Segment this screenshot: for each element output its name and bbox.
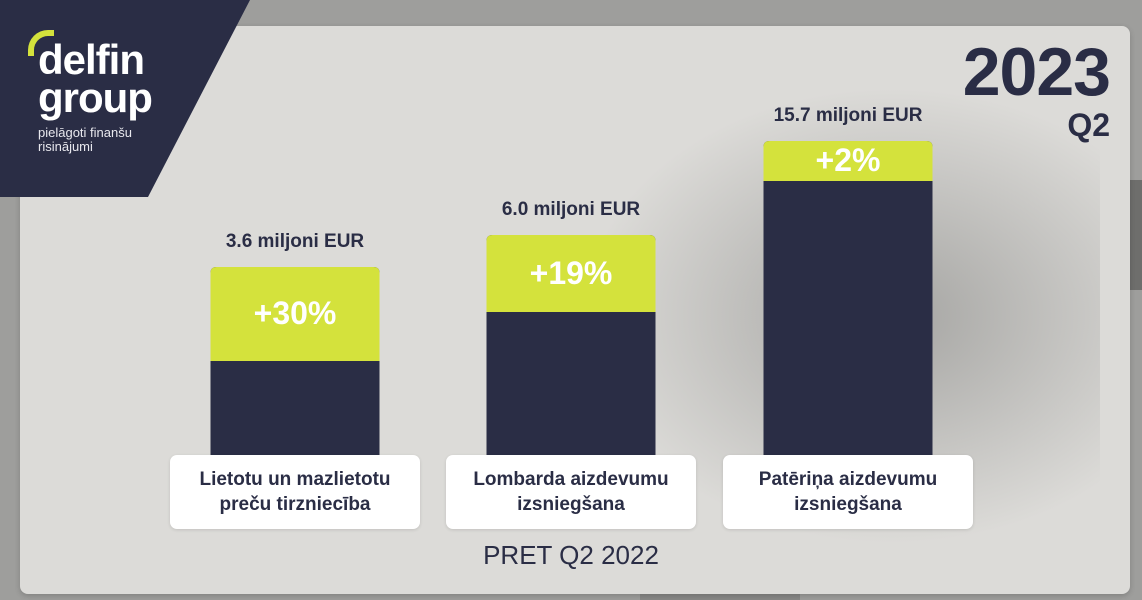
growth-segment <box>486 235 656 312</box>
growth-percent-label: +30% <box>253 295 337 331</box>
logo-word-group: group <box>38 74 153 121</box>
bar-group <box>210 267 380 470</box>
background-strip-right <box>1128 180 1142 290</box>
category-label: Lombarda aizdevumu izsniegšana <box>446 455 696 529</box>
bar-value-label: 15.7 miljoni EUR <box>773 105 923 126</box>
category-label-text: Lombarda aizdevumu izsniegšana <box>473 469 669 515</box>
bar-value-label: 6.0 miljoni EUR <box>501 199 641 220</box>
category-label: Lietotu un mazlietotu preču tirzniecība <box>170 455 420 529</box>
growth-percent-label: +2% <box>815 142 881 178</box>
bar <box>763 141 933 470</box>
period-year: 2023 <box>962 34 1111 110</box>
period-quarter: Q2 <box>1067 107 1110 143</box>
category-label: Patēriņa aizdevumu izsniegšana <box>723 455 973 529</box>
logo-word-delfin: delfin <box>38 36 145 83</box>
growth-segment <box>210 267 380 361</box>
bar-group <box>763 141 933 470</box>
category-label-text: Patēriņa aizdevumu izsniegšana <box>758 469 938 515</box>
bar-value-label: 3.6 miljoni EUR <box>225 231 365 252</box>
background-strip <box>640 592 800 600</box>
growth-segment <box>763 141 933 181</box>
growth-percent-label: +19% <box>529 254 613 291</box>
logo-tagline: pielāgoti finanšu risinājumi <box>38 125 132 154</box>
bar-group <box>486 235 656 470</box>
comparison-footer: PRET Q2 2022 <box>483 540 659 570</box>
logo-arc-icon <box>28 30 54 56</box>
category-label-text: Lietotu un mazlietotu preču tirzniecība <box>199 469 391 515</box>
